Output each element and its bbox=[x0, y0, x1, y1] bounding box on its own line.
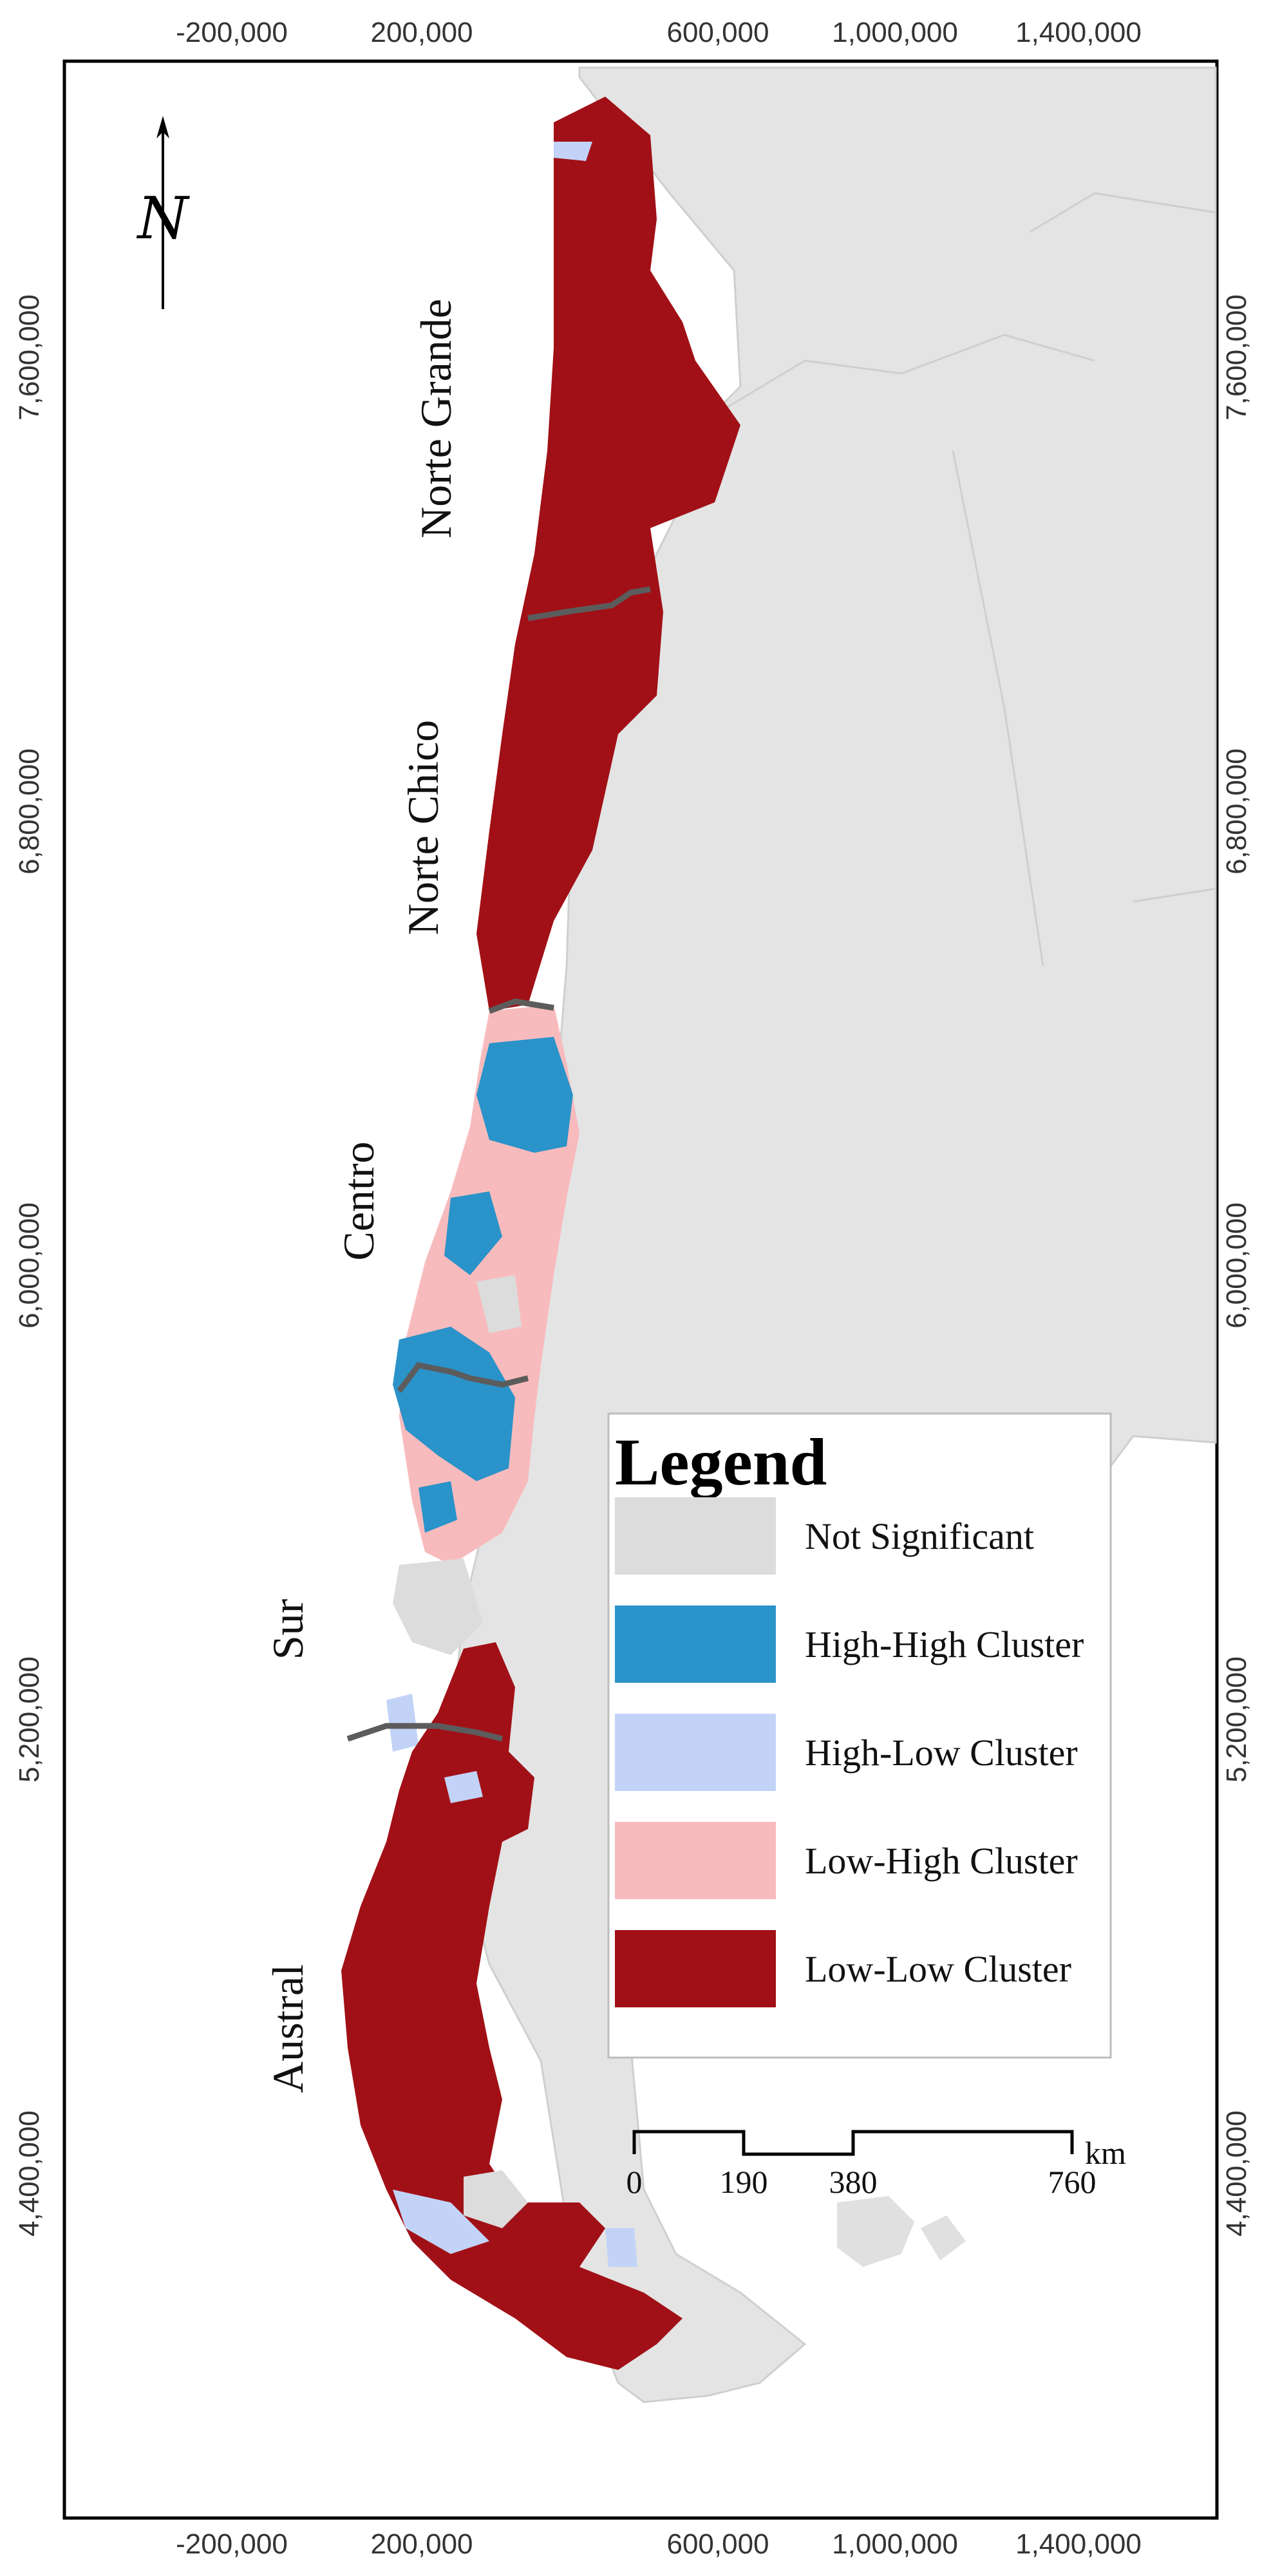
y-tick-label: 6,000,000 bbox=[1221, 1202, 1252, 1329]
north-arrow-letter: N bbox=[137, 185, 191, 252]
x-axis-top: -200,000 200,000 600,000 1,000,000 1,400… bbox=[176, 17, 1142, 48]
x-axis-bottom: -200,000 200,000 600,000 1,000,000 1,400… bbox=[176, 2528, 1142, 2560]
y-tick-label: 7,600,000 bbox=[14, 294, 45, 421]
cluster-ns-south bbox=[464, 2170, 528, 2228]
scale-label-380: 380 bbox=[829, 2164, 878, 2200]
scale-label-0: 0 bbox=[626, 2164, 643, 2200]
region-label-norte-grande: Norte Grande bbox=[411, 299, 460, 538]
legend-label: Not Significant bbox=[805, 1515, 1034, 1557]
cluster-ns-2 bbox=[393, 1558, 483, 1655]
cluster-high-high-2 bbox=[444, 1191, 502, 1275]
x-tick-label: 1,000,000 bbox=[832, 17, 958, 48]
scale-label-760: 760 bbox=[1048, 2164, 1097, 2200]
x-tick-label: 1,400,000 bbox=[1015, 2528, 1142, 2560]
x-tick-label: 200,000 bbox=[370, 2528, 473, 2560]
y-axis-right: 7,600,000 6,800,000 6,000,000 5,200,000 … bbox=[1221, 294, 1252, 2237]
region-label-sur: Sur bbox=[263, 1598, 312, 1660]
cluster-low-low-north bbox=[476, 97, 740, 1011]
cluster-ns-1 bbox=[476, 1275, 522, 1333]
legend-label: High-Low Cluster bbox=[805, 1732, 1078, 1774]
legend-swatch bbox=[615, 1605, 776, 1683]
legend-swatch bbox=[615, 1930, 776, 2007]
legend-label: High-High Cluster bbox=[805, 1624, 1084, 1665]
y-tick-label: 6,800,000 bbox=[1221, 748, 1252, 875]
legend-swatch bbox=[615, 1822, 776, 1899]
legend-swatch bbox=[615, 1497, 776, 1575]
north-arrow-icon: N bbox=[137, 116, 191, 309]
cluster-high-low-aysen bbox=[444, 1771, 483, 1803]
legend-label: Low-Low Cluster bbox=[805, 1948, 1071, 1990]
y-tick-label: 7,600,000 bbox=[1221, 294, 1252, 421]
cluster-high-low-north bbox=[554, 142, 592, 161]
legend-swatch bbox=[615, 1714, 776, 1791]
cluster-low-low-south bbox=[341, 1642, 683, 2370]
y-tick-label: 6,800,000 bbox=[14, 748, 45, 875]
region-label-austral: Austral bbox=[263, 1964, 312, 2093]
x-tick-label: -200,000 bbox=[176, 2528, 288, 2560]
region-boundaries bbox=[346, 586, 651, 1742]
cluster-high-high-4 bbox=[419, 1481, 457, 1533]
cluster-high-low-south bbox=[393, 2190, 489, 2254]
y-tick-label: 6,000,000 bbox=[14, 1202, 45, 1329]
region-label-norte-chico: Norte Chico bbox=[399, 720, 447, 935]
region-label-centro: Centro bbox=[334, 1141, 383, 1260]
x-tick-label: 1,000,000 bbox=[832, 2528, 958, 2560]
y-tick-label: 5,200,000 bbox=[14, 1656, 45, 1783]
y-tick-label: 4,400,000 bbox=[14, 2110, 45, 2237]
region-labels: Norte Grande Norte Chico Centro Sur Aust… bbox=[263, 299, 460, 2093]
x-tick-label: 600,000 bbox=[666, 17, 769, 48]
legend-title: Legend bbox=[615, 1425, 827, 1499]
legend: Legend Not Significant High-High Cluster H… bbox=[607, 1412, 1112, 2059]
cluster-high-high-1 bbox=[476, 1037, 573, 1153]
x-tick-label: 1,400,000 bbox=[1015, 17, 1142, 48]
y-axis-left: 7,600,000 6,800,000 6,000,000 5,200,000 … bbox=[14, 294, 45, 2237]
scale-label-190: 190 bbox=[720, 2164, 768, 2200]
x-tick-label: 200,000 bbox=[370, 17, 473, 48]
x-tick-label: 600,000 bbox=[666, 2528, 769, 2560]
cluster-high-low-tdf bbox=[605, 2228, 637, 2267]
y-tick-label: 5,200,000 bbox=[1221, 1656, 1252, 1783]
scale-bar: 0 190 380 760 km bbox=[626, 2130, 1126, 2200]
scale-unit: km bbox=[1085, 2135, 1126, 2171]
x-tick-label: -200,000 bbox=[176, 17, 288, 48]
legend-label: Low-High Cluster bbox=[805, 1840, 1078, 1882]
cluster-high-low-mid bbox=[386, 1694, 419, 1752]
y-tick-label: 4,400,000 bbox=[1221, 2110, 1252, 2237]
chile-territory bbox=[341, 97, 740, 2370]
